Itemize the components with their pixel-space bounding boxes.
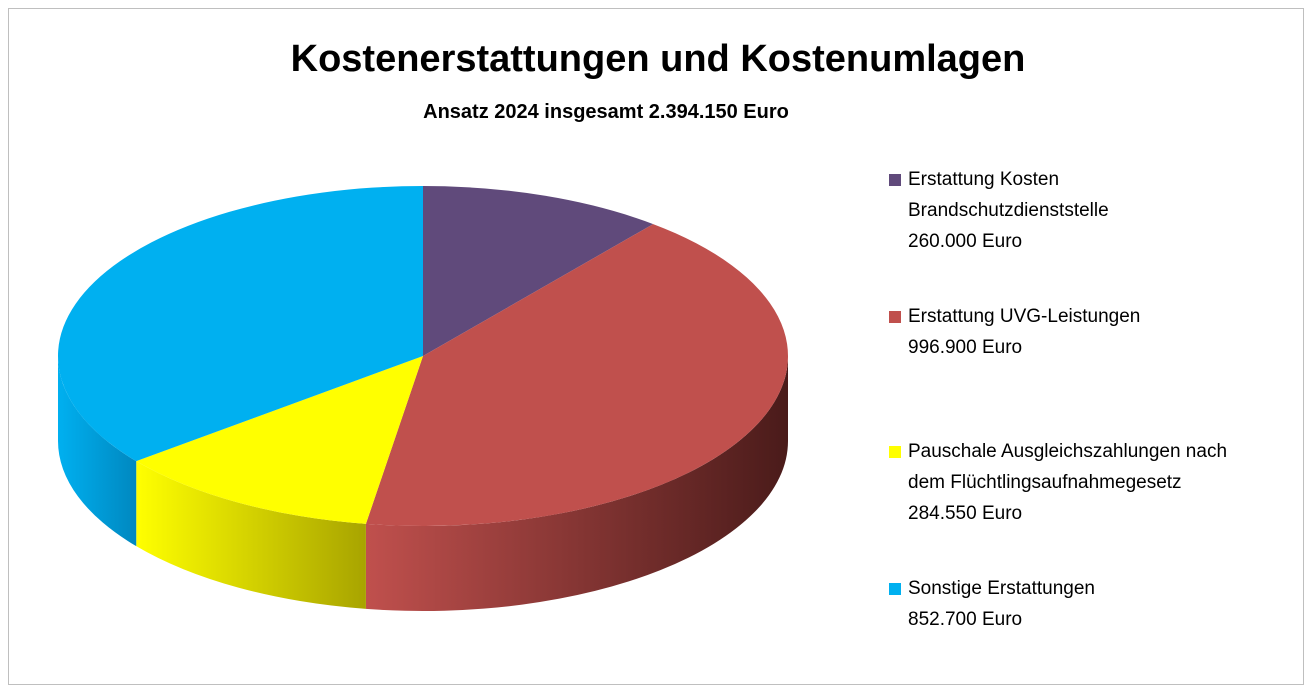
chart-subtitle: Ansatz 2024 insgesamt 2.394.150 Euro [423,101,789,123]
pie-slice-side [136,461,366,609]
legend-label: Erstattung Kosten Brandschutzdienststell… [908,169,1109,221]
legend-value: 260.000 Euro [908,231,1023,252]
legend-text: Pauschale Ausgleichszahlungen nach dem F… [908,436,1258,529]
legend-text: Erstattung UVG-Leistungen 996.900 Euro [908,301,1258,363]
pie-slice-side [58,356,137,547]
pie-slice [136,356,423,524]
chart-title: Kostenerstattungen und Kostenumlagen [291,38,1026,80]
legend-swatch [889,174,901,186]
pie-slice [57,186,423,462]
pie-slice [423,186,654,356]
legend-swatch [889,583,901,595]
pie-slice-side [365,356,788,611]
chart-svg: Kostenerstattungen und Kostenumlagen Ans… [57,38,1026,611]
legend-label: Sonstige Erstattungen [908,578,1095,599]
legend-swatch [889,446,901,458]
pie-slice [365,224,788,527]
chart: Kostenerstattungen und Kostenumlagen Ans… [8,8,1304,685]
legend-label: Erstattung UVG-Leistungen [908,306,1141,327]
legend-value: 852.700 Euro [908,609,1023,630]
legend-swatch [889,311,901,323]
legend-text: Sonstige Erstattungen 852.700 Euro [908,573,1258,635]
legend-label: Pauschale Ausgleichszahlungen nach dem F… [908,441,1228,493]
legend-value: 284.550 Euro [908,503,1023,524]
legend-value: 996.900 Euro [908,337,1023,358]
legend-text: Erstattung Kosten Brandschutzdienststell… [908,164,1258,257]
